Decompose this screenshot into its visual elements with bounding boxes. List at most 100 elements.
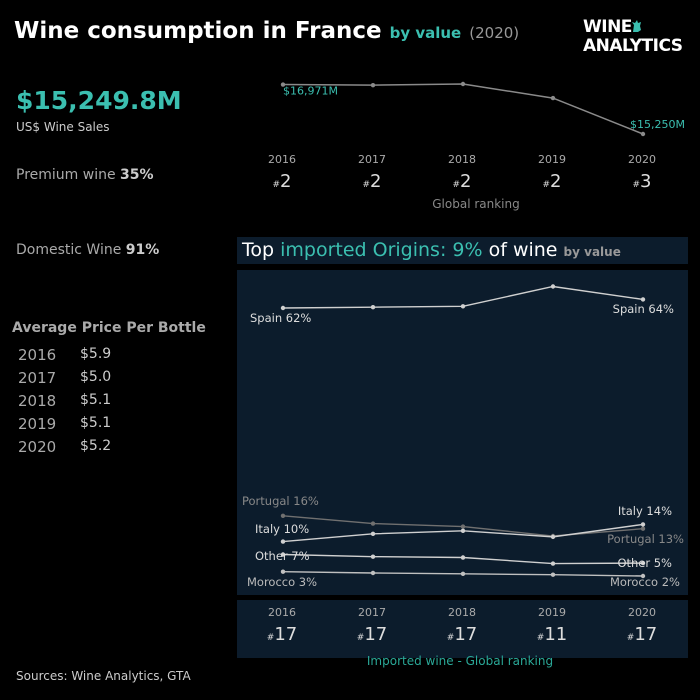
page-title: Wine consumption in France by value (202… bbox=[14, 18, 519, 44]
spain-point bbox=[370, 304, 376, 310]
rank-hash: # bbox=[356, 633, 365, 643]
imported-chart-panel bbox=[237, 270, 688, 595]
rank-hash: # bbox=[626, 633, 635, 643]
morocco-point bbox=[550, 572, 556, 577]
other-start-label: Other 7% bbox=[255, 549, 310, 563]
premium-wine-stat: Premium wine 35% bbox=[16, 167, 154, 183]
morocco-start-label: Morocco 3% bbox=[247, 575, 317, 589]
portugal-point bbox=[460, 524, 466, 529]
other-end-label: Other 5% bbox=[617, 556, 672, 570]
imported-title: Top imported Origins: 9% of wine by valu… bbox=[242, 239, 621, 261]
sales-point bbox=[280, 82, 286, 87]
imported-title-by-value: by value bbox=[563, 245, 621, 259]
global-rank-value: #3 bbox=[633, 171, 652, 192]
global-rank-year: 2018 bbox=[448, 153, 476, 166]
rank-number: 2 bbox=[370, 171, 382, 192]
global-rank-value: #2 bbox=[363, 171, 382, 192]
logo-line-1: WINE bbox=[583, 17, 632, 37]
italy-point bbox=[550, 534, 556, 540]
rank-number: 2 bbox=[460, 171, 472, 192]
imported-rank-value: #17 bbox=[267, 624, 297, 645]
logo-line-2: ANALYTICS bbox=[583, 36, 683, 56]
imported-rank-value: #17 bbox=[627, 624, 657, 645]
spain-point bbox=[280, 305, 286, 311]
sales-point bbox=[460, 81, 466, 87]
morocco-point bbox=[460, 571, 466, 577]
rank-number: 17 bbox=[454, 624, 478, 645]
avg-price-value: $5.1 bbox=[80, 392, 112, 408]
rank-hash: # bbox=[266, 633, 275, 643]
global-rank-value: #2 bbox=[453, 171, 472, 192]
avg-price-year: 2018 bbox=[18, 392, 57, 410]
morocco-point bbox=[280, 569, 286, 574]
other-point bbox=[460, 555, 466, 560]
rank-number: 2 bbox=[280, 171, 292, 192]
morocco-end-label: Morocco 2% bbox=[610, 575, 680, 589]
wine-analytics-logo: WINE ANALYTICS bbox=[583, 18, 683, 58]
imported-header-bar bbox=[237, 237, 688, 264]
imported-rank-year: 2019 bbox=[538, 606, 566, 619]
rank-number: 17 bbox=[274, 624, 298, 645]
rank-number: 3 bbox=[640, 171, 652, 192]
domestic-wine-stat: Domestic Wine 91% bbox=[16, 242, 159, 258]
imported-rank-value: #17 bbox=[357, 624, 387, 645]
global-rank-year: 2019 bbox=[538, 153, 566, 166]
avg-price-year: 2019 bbox=[18, 415, 57, 433]
avg-price-year: 2017 bbox=[18, 369, 57, 387]
global-rank-value: #2 bbox=[543, 171, 562, 192]
premium-wine-value: 35% bbox=[120, 167, 154, 183]
rank-hash: # bbox=[446, 633, 455, 643]
title-main: Wine consumption in France bbox=[14, 18, 382, 44]
portugal-end-label: Portugal 13% bbox=[607, 532, 684, 546]
imported-title-highlight: imported Origins: 9% bbox=[280, 239, 483, 261]
avg-price-title: Average Price Per Bottle bbox=[12, 320, 206, 336]
title-year: (2020) bbox=[469, 24, 520, 42]
avg-price-year: 2016 bbox=[18, 346, 57, 364]
sales-value: $15,249.8M bbox=[16, 86, 182, 115]
domestic-wine-label: Domestic Wine bbox=[16, 242, 122, 258]
title-by-value: by value bbox=[389, 24, 462, 42]
sales-point bbox=[550, 95, 556, 101]
portugal-point bbox=[370, 521, 376, 526]
imported-title-pre: Top bbox=[242, 239, 275, 261]
imported-ranking-panel bbox=[237, 600, 688, 658]
rank-hash: # bbox=[632, 180, 641, 190]
rank-number: 11 bbox=[544, 624, 568, 645]
italy-end-label: Italy 14% bbox=[618, 504, 672, 518]
portugal-point bbox=[280, 513, 286, 518]
sales-label-start: $16,971M bbox=[283, 85, 338, 98]
rank-hash: # bbox=[362, 180, 371, 190]
imported-rank-year: 2018 bbox=[448, 606, 476, 619]
avg-price-year: 2020 bbox=[18, 438, 57, 456]
imported-ranking-caption: Imported wine - Global ranking bbox=[366, 654, 554, 668]
imported-rank-value: #17 bbox=[447, 624, 477, 645]
spain-point bbox=[460, 304, 466, 309]
imported-rank-year: 2020 bbox=[628, 606, 656, 619]
italy-start-label: Italy 10% bbox=[255, 522, 309, 536]
portugal-start-label: Portugal 16% bbox=[242, 494, 319, 508]
spain-start-label: Spain 62% bbox=[250, 311, 311, 325]
global-ranking-caption: Global ranking bbox=[432, 197, 520, 211]
rank-hash: # bbox=[272, 180, 281, 190]
sales-label-end: $15,250M bbox=[630, 118, 685, 131]
other-point bbox=[370, 554, 376, 559]
sales-label: US$ Wine Sales bbox=[16, 120, 110, 134]
imported-title-post: of wine bbox=[488, 239, 558, 261]
global-rank-year: 2020 bbox=[628, 153, 656, 166]
other-point bbox=[550, 561, 556, 566]
global-rank-value: #2 bbox=[273, 171, 292, 192]
domestic-wine-value: 91% bbox=[125, 242, 160, 258]
avg-price-value: $5.9 bbox=[80, 346, 112, 362]
morocco-point bbox=[370, 570, 376, 576]
imported-rank-year: 2016 bbox=[268, 606, 296, 619]
avg-price-value: $5.2 bbox=[80, 438, 112, 454]
morocco-point bbox=[640, 573, 646, 579]
rank-hash: # bbox=[452, 180, 461, 190]
avg-price-value: $5.0 bbox=[80, 369, 112, 385]
global-rank-year: 2016 bbox=[268, 153, 296, 166]
sources-note: Sources: Wine Analytics, GTA bbox=[16, 669, 191, 683]
rooster-icon bbox=[632, 20, 641, 32]
imported-rank-value: #11 bbox=[537, 624, 567, 645]
rank-hash: # bbox=[536, 633, 545, 643]
